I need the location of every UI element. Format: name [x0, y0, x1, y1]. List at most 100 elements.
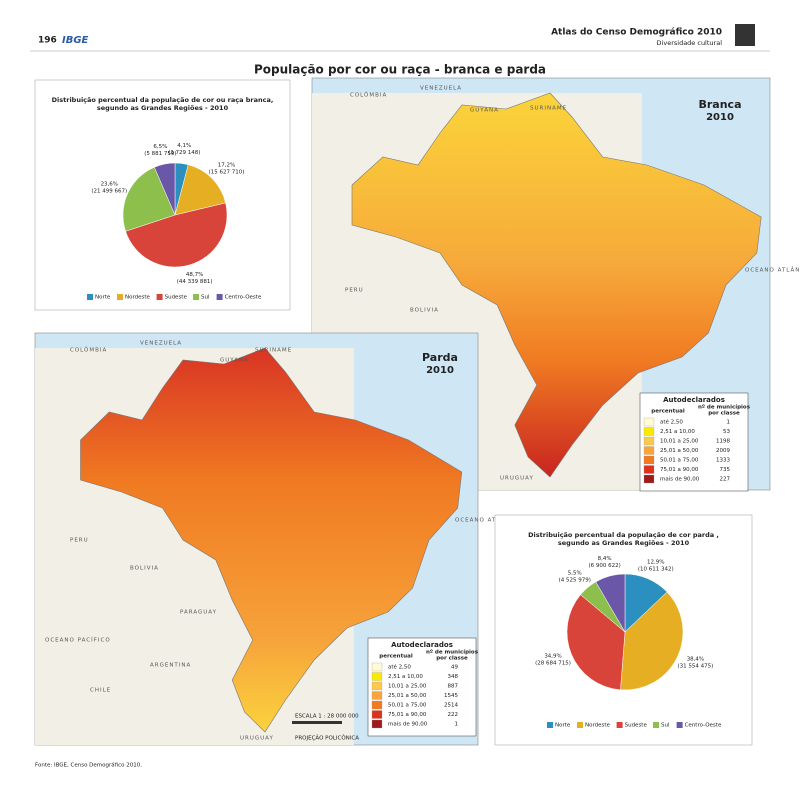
legend-count: 735: [720, 467, 731, 473]
pie-slice: [566, 594, 626, 691]
legend-swatch: [156, 294, 163, 300]
legend-col2: nº de municípios: [426, 649, 479, 656]
slice-count: (28 684 715): [535, 660, 571, 666]
legend-label: Sul: [201, 295, 210, 301]
legend-class: até 2,50: [388, 664, 411, 671]
legend-count: 1: [455, 722, 459, 728]
map-year: 2010: [426, 365, 454, 376]
legend-label: Sul: [661, 723, 670, 729]
slice-label: 23,6%: [101, 181, 118, 187]
legend-title: Autodeclarados: [391, 641, 453, 649]
source: Fonte: IBGE, Censo Demográfico 2010.: [35, 762, 142, 769]
slice-label: 34,9%: [544, 653, 561, 659]
slice-count: (10 611 342): [638, 566, 674, 572]
legend-class: 75,01 a 90,00: [388, 712, 427, 718]
map-label: OCEANO PACÍFICO: [45, 637, 111, 644]
legend-swatch: [577, 722, 583, 728]
pie-slice: [122, 166, 176, 232]
legend-class: mais de 90,00: [660, 477, 700, 483]
legend-col2: por classe: [436, 656, 468, 662]
slice-label: 12,9%: [647, 559, 664, 565]
legend-count: 1545: [444, 693, 458, 699]
legend-col2: nº de municípios: [698, 404, 751, 411]
legend-label: Sudeste: [625, 723, 648, 729]
pie-slice: [174, 164, 226, 216]
map-label: VENEZUELA: [140, 341, 182, 347]
slice-count: (15 627 710): [209, 169, 245, 175]
brazil-choropleth: [351, 92, 762, 478]
map-label: OCEANO ATLÂNTICO: [455, 517, 528, 524]
map-label: BOLIVIA: [130, 566, 159, 572]
legend-swatch: [643, 417, 655, 427]
legend-class: 2,51 a 10,00: [388, 674, 423, 680]
legend-count: 887: [448, 684, 459, 690]
map-label: COLÔMBIA: [70, 347, 107, 354]
map-year: 2010: [706, 112, 734, 123]
chart-title: Distribuição percentual da população de …: [52, 96, 274, 104]
map-label: URUGUAY: [240, 736, 274, 742]
legend-swatch: [653, 722, 659, 728]
slice-count: (4 525 979): [559, 577, 591, 583]
slice-label: 4,1%: [177, 143, 191, 149]
legend-swatch: [643, 436, 655, 446]
legend-swatch: [371, 710, 383, 719]
map-label: GUYANA: [220, 358, 249, 364]
slice-count: (21 499 667): [91, 188, 127, 194]
legend-class: 2,51 a 10,00: [660, 429, 695, 435]
legend-count: 49: [451, 665, 458, 671]
slice-count: (6 900 622): [589, 563, 621, 569]
slice-count: (44 339 881): [177, 279, 213, 285]
slice-label: 17,2%: [218, 162, 235, 168]
legend-swatch: [643, 474, 655, 484]
legend-count: 222: [448, 712, 459, 718]
slice-count: (3 729 148): [168, 150, 200, 156]
legend-box: [367, 637, 477, 737]
legend-label: Sudeste: [165, 295, 188, 301]
legend-swatch: [216, 294, 223, 300]
legend-swatch: [676, 722, 683, 728]
scale-bar: [292, 721, 342, 724]
page-title: População por cor ou raça - branca e par…: [254, 63, 546, 77]
slice-label: 6,5%: [153, 144, 167, 150]
legend-swatch: [643, 446, 655, 455]
pie-slice: [154, 162, 176, 216]
map-projection: PROJEÇÃO POLICÔNICA: [295, 735, 359, 742]
legend-count: 227: [720, 477, 731, 483]
map-label: COLÔMBIA: [350, 92, 387, 99]
chart-title: segundo as Grandes Regiões - 2010: [558, 539, 690, 547]
map-label: BOLIVIA: [410, 308, 439, 314]
legend-col2: por classe: [708, 411, 740, 417]
pie-slice: [595, 573, 626, 633]
legend-swatch: [371, 662, 383, 672]
legend-count: 1198: [716, 439, 730, 445]
legend-count: 1333: [716, 458, 730, 464]
slice-label: 5,5%: [568, 570, 582, 576]
slice-count: (5 881 759): [144, 151, 176, 157]
legend-swatch: [371, 672, 383, 681]
chart-title: segundo as Grandes Regiões - 2010: [97, 104, 229, 112]
legend-col1: percentual: [379, 654, 413, 660]
map-title: Parda: [422, 351, 458, 364]
legend-label: Nordeste: [125, 295, 151, 301]
legend-class: mais de 90,00: [388, 722, 428, 728]
brazil-choropleth: [80, 347, 463, 733]
map-scale: ESCALA 1 : 28 000 000: [295, 714, 359, 720]
legend-class: até 2,50: [660, 419, 683, 426]
legend-class: 25,01 a 50,00: [660, 448, 699, 454]
legend-swatch: [87, 294, 93, 300]
legend-title: Autodeclarados: [663, 396, 725, 404]
legend-class: 25,01 a 50,00: [388, 693, 427, 699]
slice-label: 38,4%: [687, 656, 704, 662]
legend-label: Centro-Oeste: [225, 295, 262, 301]
map-label: SURINAME: [255, 348, 292, 354]
census-logo: [735, 24, 755, 46]
legend-swatch: [117, 294, 123, 300]
brand: IBGE: [62, 35, 89, 46]
slice-count: (31 554 475): [678, 663, 714, 669]
pie-slice: [620, 591, 684, 691]
legend-label: Nordeste: [585, 723, 611, 729]
legend-class: 50,01 a 75,00: [660, 458, 699, 464]
map-label: SURINAME: [530, 106, 567, 112]
legend-swatch: [193, 294, 199, 300]
